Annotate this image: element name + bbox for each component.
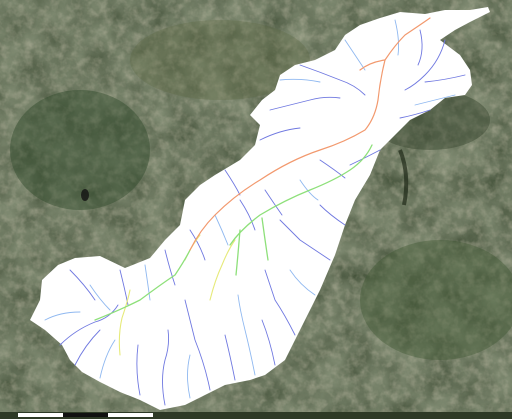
scale-bar-segment: [18, 413, 63, 417]
stream-segment: [399, 109, 431, 119]
stream-segment: [74, 329, 101, 366]
river-basin-polygon[interactable]: [30, 7, 490, 410]
stream-segment: [44, 311, 81, 321]
stream-segment: [289, 269, 316, 296]
stream-segment: [359, 59, 386, 71]
stream-segment: [259, 127, 301, 141]
stream-segment: [404, 39, 446, 91]
stream-segment: [224, 169, 241, 196]
stream-segment: [261, 217, 269, 261]
stream-segment: [279, 78, 321, 83]
major-streams: [94, 144, 373, 321]
scale-bar-segment: [108, 413, 153, 417]
stream-segment: [261, 319, 276, 366]
stream-segment: [299, 64, 366, 96]
stream-segment: [417, 29, 423, 66]
stream-segment: [184, 299, 211, 391]
stream-segment: [162, 329, 170, 406]
stream-segment: [209, 239, 236, 301]
stream-segment: [69, 269, 96, 301]
stream-segment: [136, 344, 141, 396]
stream-segment: [269, 96, 341, 111]
stream-segment: [237, 294, 256, 376]
stream-segment: [118, 289, 131, 356]
scale-bar-segment: [63, 413, 108, 417]
stream-segment: [319, 204, 346, 226]
stream-segment: [239, 199, 256, 231]
main-stem: [189, 17, 431, 251]
stream-segment: [414, 94, 456, 106]
stream-segment: [144, 264, 151, 301]
stream-segment: [264, 189, 283, 216]
stream-segment: [394, 19, 400, 56]
stream-segment: [59, 304, 119, 346]
stream-segment: [279, 219, 331, 261]
stream-segment: [189, 229, 206, 261]
stream-segment: [119, 269, 129, 306]
stream-segment: [319, 159, 346, 179]
stream-segment: [224, 334, 236, 381]
stream-segment: [94, 249, 191, 321]
scale-bar: [0, 412, 512, 419]
stream-segment: [187, 354, 191, 399]
stream-segment: [189, 17, 431, 251]
stream-segment: [214, 214, 229, 246]
stream-segment: [89, 284, 111, 311]
stream-segment: [99, 339, 116, 379]
stream-segment: [349, 149, 381, 166]
stream-segment: [229, 144, 373, 246]
stream-segment: [164, 249, 176, 286]
stream-segment: [424, 74, 466, 83]
stream-segment: [264, 269, 296, 336]
stream-segment: [235, 229, 241, 276]
tributary-streams: [44, 19, 466, 406]
stream-segment: [299, 179, 319, 201]
